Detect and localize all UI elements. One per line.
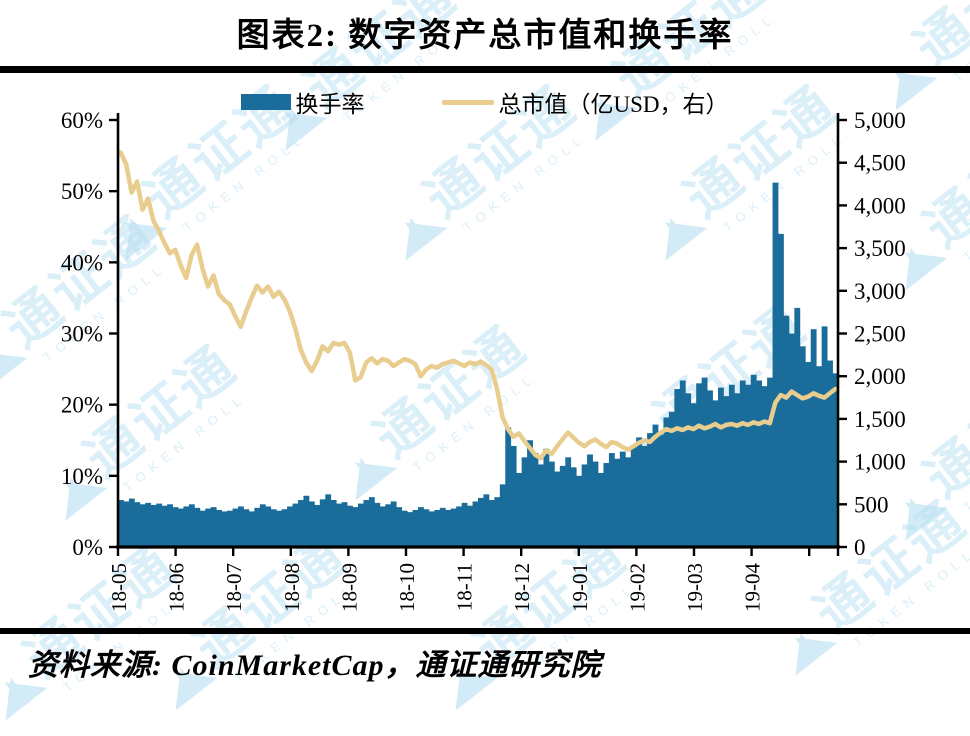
x-axis-tick-label: 18-09	[337, 563, 361, 612]
x-axis-tick-label: 18-11	[453, 563, 477, 611]
right-axis-tick-label: 2,500	[854, 322, 906, 347]
turnover-bars	[118, 182, 839, 548]
right-axis-tick-label: 2,000	[854, 364, 906, 389]
legend: 换手率 总市值（亿USD，右）	[0, 85, 970, 119]
right-axis-tick-label: 3,000	[854, 279, 906, 304]
right-axis-tick-label: 3,500	[854, 236, 906, 261]
marketcap-line	[118, 150, 838, 461]
left-axis-tick-label: 60%	[61, 112, 103, 133]
left-axis-tick-label: 50%	[61, 179, 103, 204]
top-divider	[0, 66, 970, 73]
x-axis-tick-label: 18-06	[165, 563, 189, 612]
x-axis-tick-label: 19-02	[625, 563, 649, 612]
legend-item-marketcap: 总市值（亿USD，右）	[442, 85, 729, 119]
right-axis-tick-label: 1,000	[854, 450, 906, 475]
x-axis-tick-label: 18-05	[107, 563, 131, 612]
chart-title: 图表2: 数字资产总市值和换手率	[236, 18, 734, 54]
x-axis-tick-label: 19-04	[741, 563, 765, 612]
axis-labels: 60% 50% 40% 30% 20% 10% 0% 5,000 4,500 4,000 3,500…	[61, 112, 906, 612]
right-axis-tick-label: 1,500	[854, 407, 906, 432]
bottom-divider	[0, 628, 970, 634]
x-axis-tick-label: 18-12	[510, 563, 534, 612]
left-axis-tick-label: 20%	[61, 393, 103, 418]
left-axis-tick-label: 10%	[61, 464, 103, 489]
right-axis-tick-label: 4,500	[854, 151, 906, 176]
right-axis-tick-label: 4,000	[854, 193, 906, 218]
legend-label-marketcap: 总市值（亿USD，右）	[498, 92, 729, 117]
left-axis-tick-label: 30%	[61, 322, 103, 347]
right-axis-tick-label: 5,000	[854, 112, 906, 133]
x-axis-tick-label: 18-08	[280, 563, 304, 612]
watermark-logo-icon: ◢◣	[770, 615, 834, 679]
x-axis-tick-label: 19-03	[683, 563, 707, 612]
x-axis-tick-label: 19-01	[568, 563, 592, 612]
axes	[109, 113, 847, 556]
marketcap-line-swatch	[442, 99, 495, 105]
legend-item-turnover: 换手率	[241, 85, 364, 119]
turnover-bar-swatch	[241, 94, 292, 110]
legend-label-turnover: 换手率	[295, 92, 365, 117]
right-axis-tick-label: 0	[854, 535, 866, 560]
chart-canvas: 60% 50% 40% 30% 20% 10% 0% 5,000 4,500 4,000 3,500…	[61, 112, 906, 612]
source-note: 资料来源: CoinMarketCap，通证通研究院	[28, 649, 602, 682]
x-axis-tick-label: 18-10	[395, 563, 419, 612]
left-axis-tick-label: 0%	[72, 535, 103, 560]
left-axis-tick-label: 40%	[61, 250, 103, 275]
x-axis-tick-label: 18-07	[222, 563, 246, 612]
right-axis-tick-label: 500	[854, 492, 889, 517]
